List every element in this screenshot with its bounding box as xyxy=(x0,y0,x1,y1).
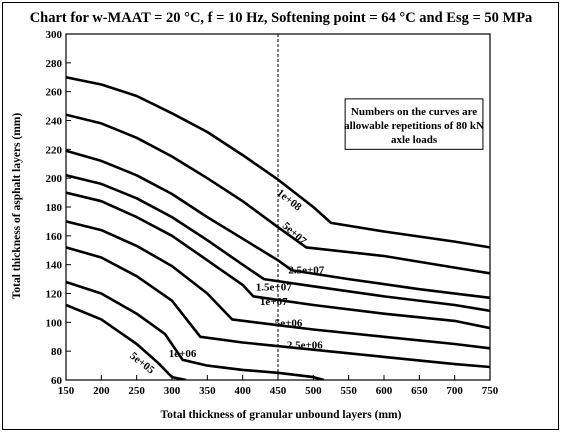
series-line-2.5e+07 xyxy=(66,149,490,300)
y-tick-label: 280 xyxy=(46,58,63,70)
x-tick-label: 550 xyxy=(340,385,357,397)
y-axis-label: Total thickness of asphalt layers (mm) xyxy=(11,113,23,300)
y-tick-label: 180 xyxy=(46,202,63,214)
y-tick-label: 120 xyxy=(46,289,63,301)
curve-label-2.5e+06: 2.5e+06 xyxy=(287,339,323,351)
x-tick-label: 700 xyxy=(446,385,463,397)
x-tick-label: 650 xyxy=(411,385,428,397)
annotation-box xyxy=(344,98,484,150)
series-line-5e+05 xyxy=(66,303,187,380)
series-line-1e+06 xyxy=(66,280,325,380)
y-tick-label: 100 xyxy=(46,317,63,329)
annotation-line: axle loads xyxy=(391,134,438,146)
chart-title: Chart for w-MAAT = 20 °C, f = 10 Hz, Sof… xyxy=(30,10,533,26)
x-tick-label: 400 xyxy=(234,385,251,397)
curve-label-1e+07: 1e+07 xyxy=(260,296,288,308)
y-tick-label: 240 xyxy=(46,116,63,128)
series-line-1e+07 xyxy=(66,191,490,330)
y-tick-label: 140 xyxy=(46,260,63,272)
curve-label-5e+06: 5e+06 xyxy=(275,318,303,330)
series-line-1.5e+07 xyxy=(66,174,490,313)
x-tick-label: 750 xyxy=(482,385,499,397)
y-tick-label: 160 xyxy=(46,231,63,243)
curve-label-5e+07: 5e+07 xyxy=(280,220,309,248)
curve-label-5e+05: 5e+05 xyxy=(127,350,157,377)
y-tick-label: 80 xyxy=(51,346,63,358)
x-tick-label: 450 xyxy=(270,385,287,397)
y-tick-label: 260 xyxy=(46,87,63,99)
y-tick-label: 220 xyxy=(46,144,63,156)
y-tick-label: 300 xyxy=(46,29,63,41)
y-tick-label: 200 xyxy=(46,173,63,185)
y-tick-label: 60 xyxy=(51,375,63,387)
plot-area: 1e+08 5e+07 2.5e+07 1.5e+07 1e+07 5e+06 2.5e+0… xyxy=(46,29,499,397)
curve-label-2.5e+07: 2.5e+07 xyxy=(288,264,324,276)
x-tick-label: 200 xyxy=(93,385,110,397)
annotation-line: allowable repetitions of 80 kN xyxy=(344,120,484,132)
annotation-line: Numbers on the curves are xyxy=(351,106,477,118)
curve-label-1e+08: 1e+08 xyxy=(274,187,304,214)
x-tick-label: 300 xyxy=(164,385,181,397)
series-line-2.5e+06 xyxy=(66,246,490,369)
x-axis-label: Total thickness of granular unbound laye… xyxy=(161,409,402,421)
series-line-5e+07 xyxy=(66,113,490,275)
x-tick-label: 250 xyxy=(128,385,145,397)
curve-label-1e+06: 1e+06 xyxy=(169,348,197,360)
curve-label-1.5e+07: 1.5e+07 xyxy=(256,282,292,294)
x-tick-label: 350 xyxy=(199,385,216,397)
series-line-5e+06 xyxy=(66,220,490,350)
x-tick-label: 500 xyxy=(305,385,322,397)
x-tick-label: 600 xyxy=(376,385,393,397)
x-tick-label: 150 xyxy=(58,385,75,397)
series-line-1e+08 xyxy=(66,76,490,249)
